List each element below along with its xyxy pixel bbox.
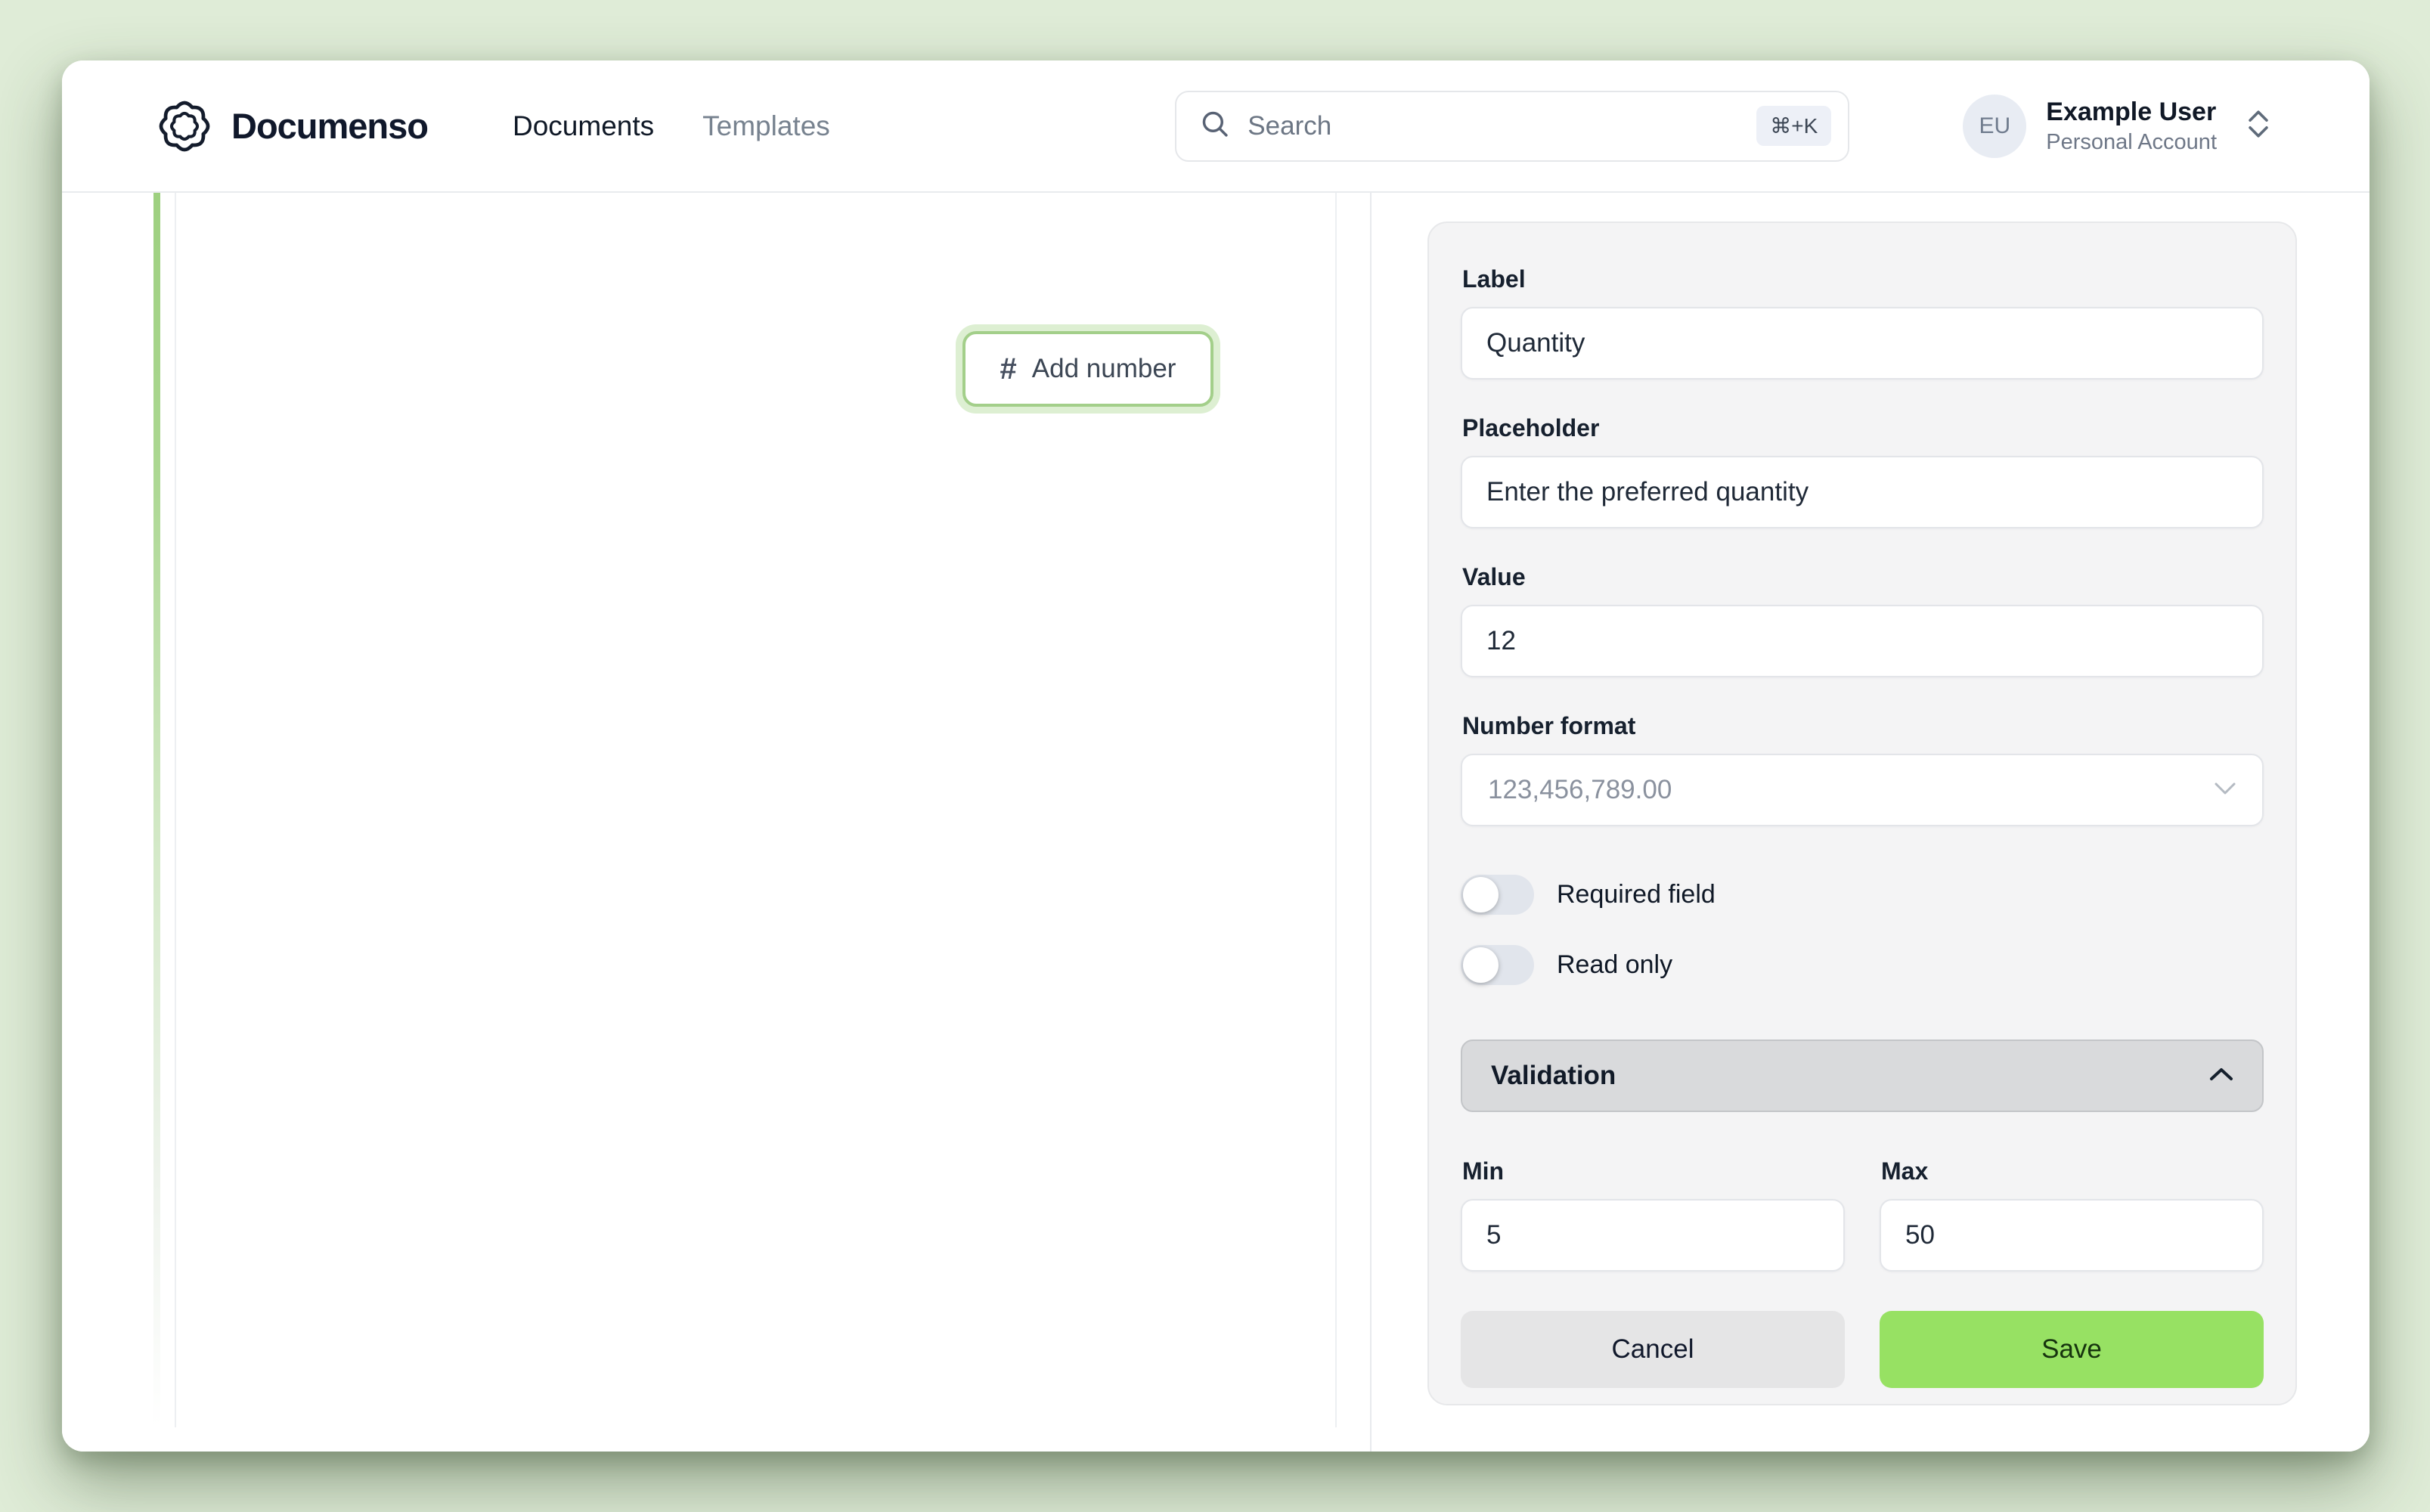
app-window: Documenso Documents Templates ⌘+K EU Exa… [62,60,2370,1452]
hash-icon: # [1000,352,1017,386]
read-only-row: Read only [1461,945,2264,985]
read-only-toggle[interactable] [1461,945,1534,985]
user-text: Example User Personal Account [2046,96,2217,156]
save-button[interactable]: Save [1880,1311,2264,1388]
avatar: EU [1963,94,2027,158]
main-nav: Documents Templates [513,110,830,142]
page-accent-line [153,193,160,1427]
min-field-group: Min [1461,1157,1845,1272]
brand[interactable]: Documenso [156,98,429,155]
nav-item-templates[interactable]: Templates [702,110,830,141]
min-field-label: Min [1462,1157,1505,1185]
nav-item-documents[interactable]: Documents [513,110,655,141]
user-name: Example User [2046,98,2217,127]
placeholder-field-input[interactable] [1461,456,2264,528]
max-field-label: Max [1881,1157,1929,1185]
field-settings-card: Label Placeholder Value Number format 12… [1427,222,2297,1405]
max-field-group: Max [1880,1157,2264,1272]
add-number-field-button[interactable]: # Add number [962,331,1213,407]
search-icon [1199,108,1231,144]
toggle-thumb [1463,877,1499,912]
required-field-toggle[interactable] [1461,875,1534,915]
number-format-value: 123,456,789.00 [1488,775,1672,804]
label-field-input[interactable] [1461,307,2264,380]
chevron-down-icon [2214,782,2236,799]
toggle-thumb [1463,947,1499,983]
min-max-group: Min Max [1461,1157,2264,1272]
panel-actions: Cancel Save [1461,1311,2264,1388]
chevron-up-icon [2209,1067,2233,1085]
document-canvas: # Add number [62,193,1370,1452]
documenso-logo-icon [156,98,213,155]
placeholder-field-group: Placeholder [1461,414,2264,528]
brand-name: Documenso [231,106,429,146]
page-edge-right [1335,193,1337,1427]
cancel-button[interactable]: Cancel [1461,1311,1845,1388]
value-field-input[interactable] [1461,605,2264,677]
search-input[interactable] [1248,110,1757,141]
required-field-label: Required field [1557,880,1716,909]
number-format-select[interactable]: 123,456,789.00 [1461,754,2264,826]
placeholder-field-label: Placeholder [1462,414,1600,442]
value-field-group: Value [1461,563,2264,677]
app-header: Documenso Documents Templates ⌘+K EU Exa… [62,60,2370,193]
number-format-group: Number format 123,456,789.00 [1461,712,2264,826]
min-field-input[interactable] [1461,1199,1845,1272]
label-field-label: Label [1462,265,1526,293]
read-only-label: Read only [1557,950,1673,979]
user-menu[interactable]: EU Example User Personal Account [1963,94,2271,158]
add-number-label: Add number [1031,354,1176,383]
validation-label: Validation [1491,1061,1616,1090]
validation-accordion-button[interactable]: Validation [1461,1040,2264,1112]
max-field-input[interactable] [1880,1199,2264,1272]
required-field-row: Required field [1461,875,2264,915]
number-format-label: Number format [1462,712,1636,739]
value-field-label: Value [1462,563,1526,590]
label-field-group: Label [1461,265,2264,380]
content-area: # Add number Label Placeholder Value [62,193,2370,1452]
chevron-up-down-icon [2246,107,2271,144]
field-settings-panel: Label Placeholder Value Number format 12… [1370,193,2370,1452]
page-edge-left [175,193,176,1427]
search-shortcut-badge: ⌘+K [1756,106,1832,146]
user-account-type: Personal Account [2046,129,2217,154]
search-bar[interactable]: ⌘+K [1175,90,1850,162]
